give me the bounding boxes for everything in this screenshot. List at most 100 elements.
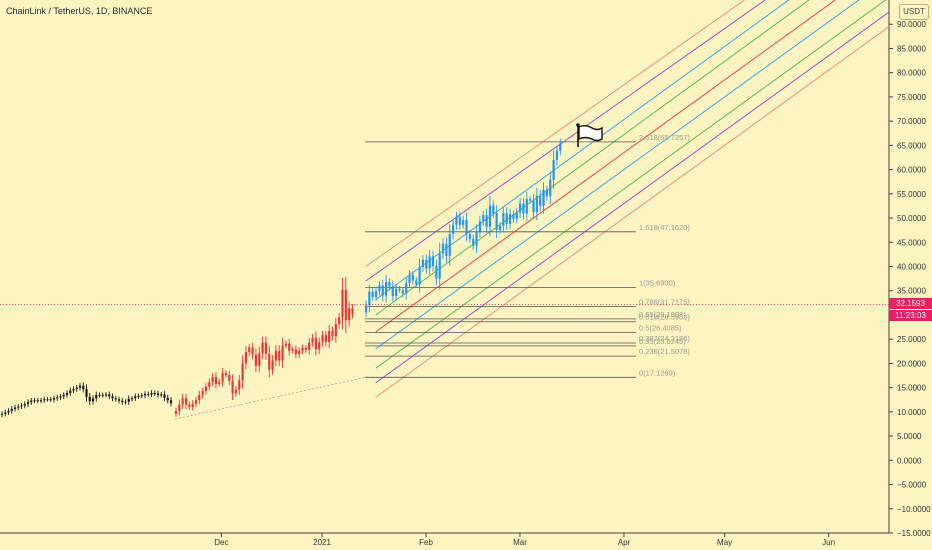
channel-line[interactable] <box>375 0 889 333</box>
candle-body <box>351 308 354 314</box>
candle-body <box>258 353 261 366</box>
candle-body <box>324 335 327 343</box>
candle-body <box>143 393 147 396</box>
candle-body <box>20 405 23 407</box>
candle-body <box>169 400 173 404</box>
price-tick-label: 90.0000 <box>897 20 926 29</box>
channel-line[interactable] <box>375 0 889 300</box>
candle-body <box>314 337 317 350</box>
candle-body <box>549 179 552 197</box>
candle-body <box>52 398 56 400</box>
candle-body <box>542 189 545 206</box>
candle-body <box>421 259 425 267</box>
fib-level-label: 0.35(23.6245) <box>639 337 686 346</box>
candle-body <box>23 404 26 406</box>
candle-body <box>153 392 156 394</box>
candle-body <box>468 234 471 239</box>
candle-body <box>191 403 194 408</box>
candle-body <box>268 353 271 370</box>
candle-body <box>395 288 398 297</box>
channel-line[interactable] <box>375 0 889 369</box>
candle-body <box>555 150 559 160</box>
candle-body <box>378 285 381 292</box>
fib-level-label: 0.786(31.7175) <box>639 298 690 307</box>
candle-body <box>69 390 72 393</box>
channel-line[interactable] <box>375 0 889 350</box>
candle-body <box>130 398 134 400</box>
channel-line[interactable] <box>375 11 890 384</box>
candle-body <box>59 396 62 398</box>
candle-body <box>46 399 49 401</box>
candle-countdown-tag: 11:23:03 <box>889 310 932 322</box>
currency-button[interactable]: USDT <box>899 4 929 20</box>
candle-body <box>10 408 13 411</box>
candle-body <box>338 317 341 325</box>
candle-body <box>298 350 301 355</box>
price-axis[interactable]: 90.0000 85.0000 80.0000 75.0000 70.0000 65.00… <box>889 20 931 538</box>
candle-body <box>374 291 378 298</box>
candle-body <box>198 394 201 401</box>
candle-body <box>411 275 414 281</box>
price-tick-label: 75.0000 <box>897 93 926 102</box>
candle-body <box>478 221 481 232</box>
fibonacci-extension[interactable]: 2.618(65.7257) 1.618(47.1620) 1(35.6900) 0.… <box>174 133 690 420</box>
candle-body <box>39 400 43 402</box>
candle-body <box>91 398 95 402</box>
price-tick-label: 70.0000 <box>897 117 926 126</box>
candle-body <box>441 243 445 254</box>
time-tick-label: Feb <box>419 538 433 547</box>
candle-body <box>95 394 98 399</box>
regression-channel[interactable] <box>365 0 890 398</box>
candle-body <box>532 200 535 213</box>
candle-body <box>228 375 231 381</box>
channel-line[interactable] <box>375 26 890 398</box>
candle-body <box>418 266 421 285</box>
candle-body <box>221 373 224 382</box>
candle-body <box>304 347 307 350</box>
price-tick-label: 5.0000 <box>897 432 922 441</box>
candle-body <box>284 343 287 346</box>
candle-body <box>522 203 525 214</box>
candle-body <box>328 330 331 343</box>
candle-body <box>4 412 7 414</box>
time-axis[interactable]: Dec 2021 Feb Mar Apr May Jun <box>214 533 835 547</box>
candle-body <box>261 342 264 354</box>
candle-body <box>241 363 244 381</box>
candle-body <box>525 199 528 214</box>
candle-body <box>234 389 238 394</box>
candle-body <box>294 349 297 355</box>
candle-body <box>405 282 408 294</box>
candle-body <box>33 400 36 402</box>
candle-body <box>43 399 46 401</box>
price-tick-label: −15.0000 <box>897 529 931 538</box>
fib-level-label: 0.618(28.5983) <box>639 313 690 322</box>
channel-line[interactable] <box>375 0 889 316</box>
candle-body <box>163 394 166 398</box>
candle-body <box>505 213 508 224</box>
candle-body <box>82 385 85 390</box>
candle-body <box>512 214 515 220</box>
candle-body <box>188 404 191 408</box>
candle-body <box>194 400 198 404</box>
symbol-title[interactable]: ChainLink / TetherUS, 1D, BINANCE <box>6 6 153 16</box>
candle-body <box>278 350 281 361</box>
candle-body <box>160 394 163 396</box>
candle-body <box>72 389 75 391</box>
candle-body <box>121 400 124 403</box>
flag-icon[interactable] <box>576 123 603 147</box>
candle-body <box>264 342 268 354</box>
price-tick-label: 25.0000 <box>897 335 926 344</box>
channel-line[interactable] <box>365 0 883 267</box>
candle-body <box>498 225 502 231</box>
candle-body <box>344 289 347 321</box>
candle-body <box>455 216 458 225</box>
candle-body <box>13 407 17 409</box>
price-tick-label: 60.0000 <box>897 166 926 175</box>
candle-body <box>368 291 371 306</box>
price-tick-label: 45.0000 <box>897 238 926 247</box>
candle-body <box>150 392 153 395</box>
time-tick-label: Apr <box>618 538 631 547</box>
channel-line[interactable] <box>365 0 883 282</box>
